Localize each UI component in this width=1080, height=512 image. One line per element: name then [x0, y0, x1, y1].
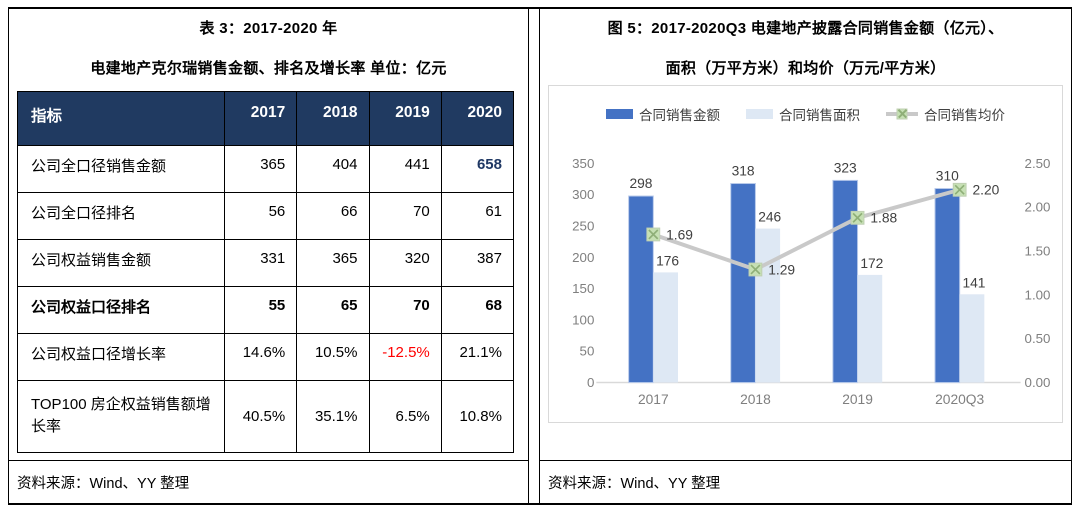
row-value: 61 [440, 191, 515, 240]
table-title: 表 3：2017-2020 年 电建地产克尔瑞销售金额、排名及增长率 单位：亿元 [9, 9, 528, 79]
svg-text:1.29: 1.29 [768, 261, 795, 277]
svg-text:1.69: 1.69 [666, 226, 693, 242]
row-value: 70 [368, 285, 442, 334]
table-row: 公司权益口径排名 55 65 70 68 [17, 285, 515, 334]
row-value: 40.5% [223, 379, 298, 453]
chart-title-line2: 面积（万平方米）和均价（万元/平方米） [665, 59, 946, 77]
row-value: 658 [440, 144, 515, 193]
legend-item-sales-area: 合同销售面积 [746, 104, 860, 124]
row-value: 66 [296, 191, 370, 240]
svg-text:2020Q3: 2020Q3 [935, 391, 984, 407]
svg-text:250: 250 [572, 218, 594, 233]
svg-text:0.50: 0.50 [1025, 331, 1051, 346]
panel-divider-gap [529, 9, 539, 503]
svg-text:0.00: 0.00 [1025, 374, 1051, 389]
row-value: 10.8% [440, 379, 515, 453]
table-source-text: 资料来源：Wind、YY 整理 [17, 475, 190, 492]
legend-swatch-light-bar-icon [746, 108, 773, 119]
header-cell-year: 2018 [296, 90, 370, 146]
svg-text:172: 172 [860, 254, 883, 270]
svg-text:150: 150 [572, 281, 594, 296]
row-value: 55 [223, 285, 298, 334]
svg-text:0: 0 [587, 374, 594, 389]
svg-text:1.50: 1.50 [1025, 243, 1051, 258]
svg-text:141: 141 [962, 274, 985, 290]
row-value: 14.6% [223, 332, 298, 381]
svg-text:298: 298 [629, 175, 652, 191]
row-value: 35.1% [296, 379, 370, 453]
table-row: 公司全口径排名 56 66 70 61 [17, 191, 515, 240]
row-value: 6.5% [368, 379, 442, 453]
svg-text:246: 246 [758, 208, 781, 224]
legend-item-sales-amount: 合同销售金额 [606, 104, 720, 124]
row-value: 68 [440, 285, 515, 334]
legend-swatch-dark-bar-icon [606, 108, 633, 119]
svg-text:2017: 2017 [638, 391, 669, 407]
header-cell-year: 2019 [368, 90, 442, 146]
svg-text:318: 318 [732, 162, 755, 178]
svg-text:300: 300 [572, 187, 594, 202]
svg-text:50: 50 [580, 343, 595, 358]
legend-label-sales-amount: 合同销售金额 [639, 107, 720, 123]
svg-text:1.00: 1.00 [1025, 287, 1051, 302]
svg-text:1.88: 1.88 [870, 209, 897, 225]
row-label: 公司权益口径增长率 [17, 332, 225, 381]
svg-text:310: 310 [936, 167, 959, 183]
row-value: -12.5% [368, 332, 442, 381]
table-header-row: 指标 2017 2018 2019 2020 [17, 90, 515, 146]
chart-box: 合同销售金额 合同销售面积 合同销售均价 298 318 323 310 176 246 1… [548, 84, 1063, 423]
svg-text:2.20: 2.20 [972, 181, 999, 197]
row-value: 365 [223, 144, 298, 193]
table-title-line1: 表 3：2017-2020 年 [199, 20, 338, 37]
svg-text:2.00: 2.00 [1025, 199, 1051, 214]
chart-source-text: 资料来源：Wind、YY 整理 [548, 475, 721, 492]
svg-text:2019: 2019 [842, 391, 873, 407]
table-row: 公司权益销售金额 331 365 320 387 [17, 238, 515, 287]
legend-item-avg-price: 合同销售均价 [886, 104, 1005, 124]
svg-text:200: 200 [572, 249, 594, 264]
row-label: 公司权益销售金额 [17, 238, 225, 287]
combo-chart: 298 318 323 310 176 246 172 141 1.69 1.29 1.88 2.20… [572, 155, 1051, 407]
row-value: 320 [368, 238, 442, 287]
table-source: 资料来源：Wind、YY 整理 [9, 460, 528, 503]
table-row: 公司权益口径增长率 14.6% 10.5% -12.5% 21.1% [17, 332, 515, 381]
chart-panel: 图 5：2017-2020Q3 电建地产披露合同销售金额（亿元）、 面积（万平方… [539, 9, 1072, 503]
svg-text:350: 350 [572, 155, 594, 170]
row-label: 公司全口径排名 [17, 191, 225, 240]
table-row: 公司全口径销售金额 365 404 441 658 [17, 144, 515, 193]
chart-title: 图 5：2017-2020Q3 电建地产披露合同销售金额（亿元）、 面积（万平方… [540, 9, 1071, 79]
row-value: 21.1% [440, 332, 515, 381]
table-row: TOP100 房企权益销售额增长率 40.5% 35.1% 6.5% 10.8% [17, 379, 515, 453]
header-cell-year: 2017 [223, 90, 298, 146]
row-value: 65 [296, 285, 370, 334]
chart-title-line1: 图 5：2017-2020Q3 电建地产披露合同销售金额（亿元）、 [607, 20, 1004, 37]
row-value: 56 [223, 191, 298, 240]
header-cell-year: 2020 [440, 90, 515, 146]
row-value: 404 [296, 144, 370, 193]
row-label: 公司全口径销售金额 [17, 144, 225, 193]
row-value: 331 [223, 238, 298, 287]
row-label: 公司权益口径排名 [17, 285, 225, 334]
row-value: 70 [368, 191, 442, 240]
row-value: 10.5% [296, 332, 370, 381]
row-label: TOP100 房企权益销售额增长率 [17, 379, 225, 453]
svg-text:176: 176 [656, 252, 679, 268]
svg-text:100: 100 [572, 312, 594, 327]
report-figure-strip: 表 3：2017-2020 年 电建地产克尔瑞销售金额、排名及增长率 单位：亿元… [8, 7, 1072, 505]
row-value: 441 [368, 144, 442, 193]
chart-source: 资料来源：Wind、YY 整理 [540, 460, 1071, 503]
sales-table: 指标 2017 2018 2019 2020 公司全口径销售金额 365 404 441 658… [17, 90, 515, 453]
table-title-line2: 电建地产克尔瑞销售金额、排名及增长率 单位：亿元 [90, 59, 447, 77]
table-panel: 表 3：2017-2020 年 电建地产克尔瑞销售金额、排名及增长率 单位：亿元… [8, 9, 529, 503]
legend-label-sales-area: 合同销售面积 [779, 107, 860, 123]
legend-swatch-line-marker-icon [886, 108, 918, 119]
svg-text:2018: 2018 [740, 391, 771, 407]
row-value: 365 [296, 238, 370, 287]
legend-label-avg-price: 合同销售均价 [924, 107, 1005, 123]
header-cell-label: 指标 [17, 90, 225, 146]
row-value: 387 [440, 238, 515, 287]
svg-text:2.50: 2.50 [1025, 155, 1051, 170]
svg-text:323: 323 [834, 159, 857, 175]
chart-legend: 合同销售金额 合同销售面积 合同销售均价 [549, 86, 1062, 126]
